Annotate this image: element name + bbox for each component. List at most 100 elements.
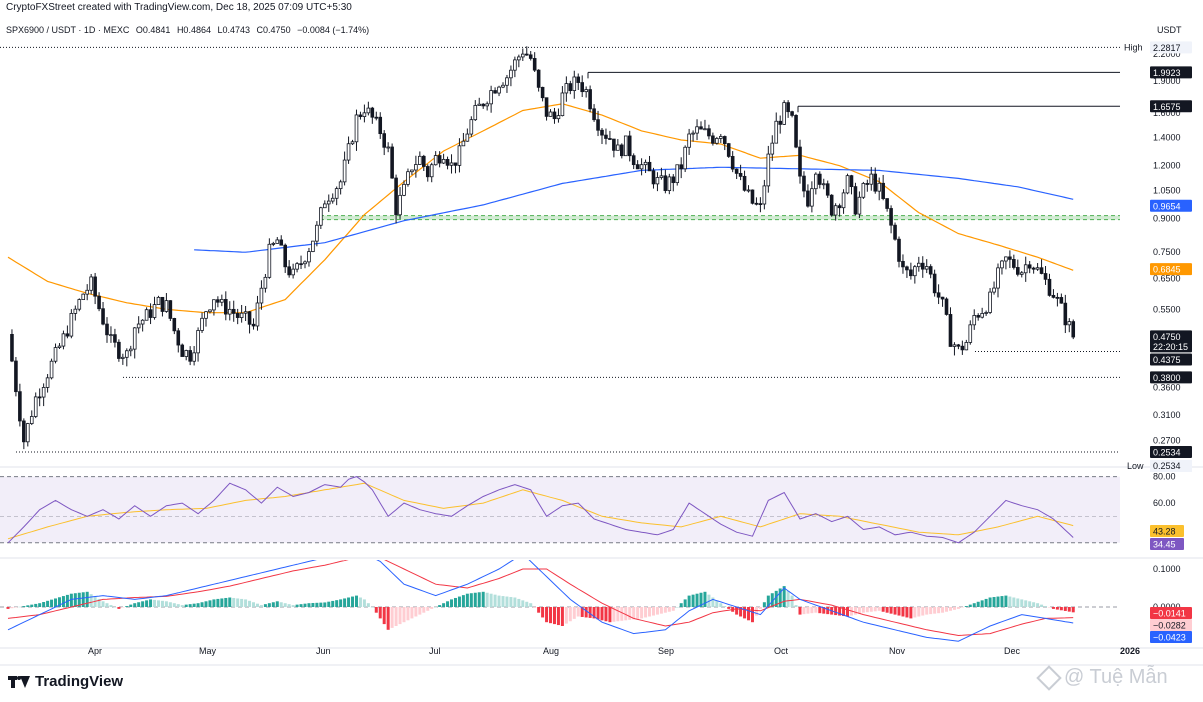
macd-histogram-bar <box>671 607 675 611</box>
candle-up <box>639 164 644 170</box>
macd-histogram-bar <box>145 600 149 607</box>
rsi-level-80: 80.00 <box>1153 472 1176 482</box>
candle-up <box>441 159 446 164</box>
macd-histogram-bar <box>125 606 129 607</box>
macd-histogram-bar <box>580 607 584 617</box>
candle-down <box>730 156 735 170</box>
price-tick-label: 0.3600 <box>1153 382 1181 392</box>
candle-down <box>481 103 485 107</box>
tradingview-logo[interactable]: TradingView <box>8 673 123 690</box>
macd-histogram-bar <box>663 607 667 613</box>
macd-histogram-bar <box>228 597 232 607</box>
macd-histogram-bar <box>600 607 604 621</box>
macd-histogram-bar <box>723 606 727 607</box>
candle-down <box>299 263 303 266</box>
macd-histogram-bar <box>988 597 992 607</box>
candle-up <box>980 313 984 318</box>
macd-histogram-bar <box>121 607 125 608</box>
macd-histogram-bar <box>196 603 200 607</box>
candle-down <box>382 133 386 148</box>
candle-up <box>315 224 319 242</box>
candle-down <box>1016 267 1020 275</box>
macd-histogram-bar <box>770 593 774 607</box>
macd-histogram-bar <box>291 605 295 607</box>
candle-up <box>109 334 113 337</box>
candle-down <box>279 239 284 246</box>
macd-histogram-bar <box>394 607 398 626</box>
macd-histogram-bar <box>105 603 109 607</box>
macd-histogram-bar <box>414 607 418 617</box>
candle-down <box>936 292 941 298</box>
rsi-value-label: 34.45 <box>1153 540 1176 550</box>
macd-histogram-bar <box>457 596 461 607</box>
candle-up <box>814 173 818 190</box>
macd-histogram-bar <box>1028 601 1032 607</box>
macd-histogram-bar <box>101 601 105 607</box>
macd-histogram-bar <box>806 607 810 614</box>
candle-up <box>841 192 846 209</box>
macd-histogram-bar <box>362 599 366 607</box>
candle-up <box>1000 260 1004 269</box>
macd-histogram-bar <box>818 607 822 614</box>
macd-histogram-bar <box>941 607 945 613</box>
macd-histogram-bar <box>307 603 311 607</box>
macd-histogram-bar <box>438 605 442 607</box>
macd-histogram-bar <box>743 607 747 619</box>
macd-histogram-bar <box>54 598 58 607</box>
macd-histogram-bar <box>303 603 307 607</box>
candle-up <box>1023 264 1028 274</box>
macd-histogram-bar <box>758 607 762 609</box>
candle-down <box>1039 267 1044 274</box>
candle-up <box>85 289 90 295</box>
macd-histogram-bar <box>34 603 38 607</box>
candle-up <box>144 309 149 321</box>
currency-label[interactable]: USDT <box>1157 25 1182 35</box>
candle-down <box>10 334 14 362</box>
macd-histogram-bar <box>271 602 275 607</box>
candle-up <box>136 323 141 329</box>
candle-up <box>683 146 687 170</box>
candle-up <box>952 344 957 347</box>
macd-histogram-bar <box>331 600 335 607</box>
macd-histogram-bar <box>22 606 26 607</box>
candle-up <box>128 348 133 352</box>
price-tick-label: 0.3100 <box>1153 410 1181 420</box>
macd-histogram-bar <box>275 601 279 607</box>
macd-histogram-bar <box>802 607 806 615</box>
candle-up <box>152 304 157 318</box>
candle-down <box>699 126 703 130</box>
macd-histogram-bar <box>901 607 905 617</box>
candle-up <box>326 200 331 205</box>
macd-histogram-bar <box>1071 607 1075 613</box>
macd-histogram-bar <box>319 602 323 607</box>
candle-down <box>568 83 573 91</box>
macd-histogram-bar <box>588 607 592 618</box>
price-tick-label: 0.5500 <box>1153 304 1181 314</box>
candle-down <box>180 344 185 357</box>
candle-down <box>445 159 450 166</box>
macd-histogram-bar <box>38 603 42 607</box>
candle-down <box>905 266 909 271</box>
macd-histogram-bar <box>473 592 477 607</box>
macd-histogram-bar <box>711 597 715 607</box>
macd-histogram-bar <box>576 607 580 617</box>
candle-up <box>330 197 335 202</box>
candle-up <box>208 309 212 313</box>
macd-histogram-bar <box>897 607 901 616</box>
candles <box>10 46 1076 450</box>
macd-histogram-bar <box>434 607 438 608</box>
macd-histogram-bar <box>204 601 208 607</box>
candle-up <box>988 291 992 313</box>
symbol-label[interactable]: SPX6900 / USDT · 1D · MEXC <box>6 25 130 35</box>
candle-up <box>485 103 489 107</box>
candle-down <box>544 97 549 117</box>
macd-histogram-bar <box>980 600 984 607</box>
candle-up <box>623 135 628 157</box>
macd-histogram-bar <box>715 600 719 607</box>
macd-histogram-bar <box>873 607 877 612</box>
level-1-label-box <box>1150 66 1192 79</box>
macd-histogram-bar <box>141 601 145 607</box>
moving-averages <box>7 103 1074 314</box>
candle-up <box>259 287 264 304</box>
